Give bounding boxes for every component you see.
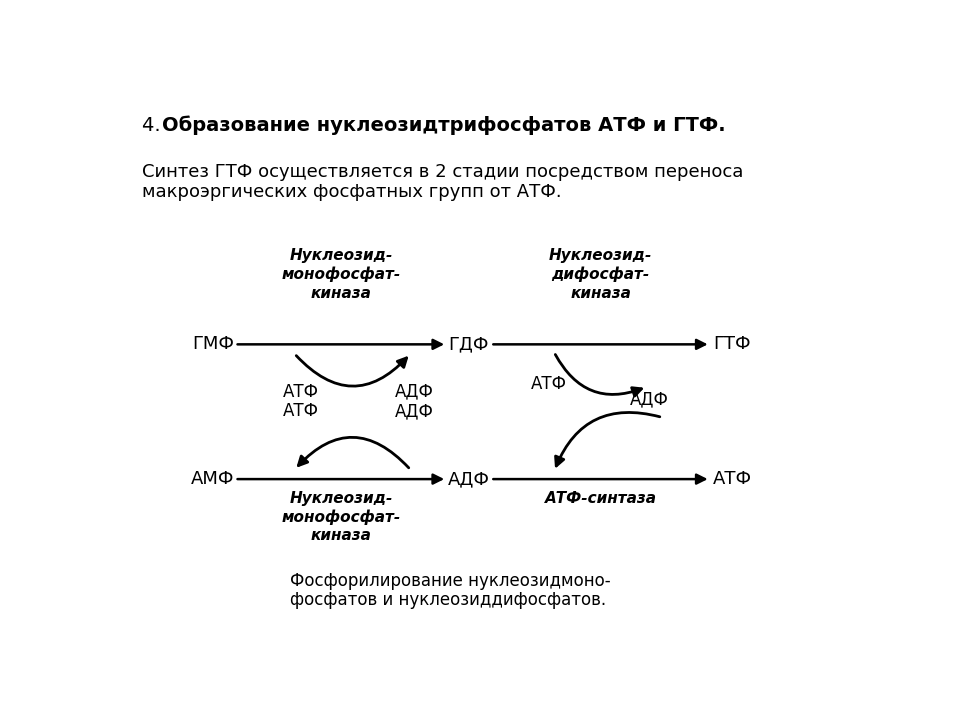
Text: Нуклеозид-
монофосфат-
киназа: Нуклеозид- монофосфат- киназа — [281, 248, 400, 301]
Text: Нуклеозид-
дифосфат-
киназа: Нуклеозид- дифосфат- киназа — [549, 248, 652, 301]
Text: АМФ: АМФ — [191, 470, 235, 488]
Text: Синтез ГТФ осуществляется в 2 стадии посредством переноса: Синтез ГТФ осуществляется в 2 стадии пос… — [142, 163, 743, 181]
Text: ГДФ: ГДФ — [448, 336, 489, 354]
Text: Нуклеозид-
монофосфат-
киназа: Нуклеозид- монофосфат- киназа — [281, 490, 400, 544]
Text: АДФ: АДФ — [630, 390, 669, 408]
Text: АДФ: АДФ — [396, 383, 434, 401]
Text: АДФ: АДФ — [447, 470, 490, 488]
Text: АТФ: АТФ — [283, 383, 319, 401]
Text: АДФ: АДФ — [396, 402, 434, 420]
Text: ГТФ: ГТФ — [713, 336, 751, 354]
Text: АТФ: АТФ — [712, 470, 752, 488]
Text: макроэргических фосфатных групп от АТФ.: макроэргических фосфатных групп от АТФ. — [142, 183, 562, 201]
Text: АТФ: АТФ — [283, 402, 319, 420]
Text: АТФ-синтаза: АТФ-синтаза — [544, 490, 657, 505]
Text: ГМФ: ГМФ — [192, 336, 234, 354]
Text: 4.: 4. — [142, 116, 167, 135]
Text: Фосфорилирование нуклеозидмоно-: Фосфорилирование нуклеозидмоно- — [291, 572, 612, 590]
Text: фосфатов и нуклеозиддифосфатов.: фосфатов и нуклеозиддифосфатов. — [291, 590, 607, 608]
Text: АТФ: АТФ — [531, 375, 566, 393]
Text: Образование нуклеозидтрифосфатов АТФ и ГТФ.: Образование нуклеозидтрифосфатов АТФ и Г… — [162, 116, 726, 135]
